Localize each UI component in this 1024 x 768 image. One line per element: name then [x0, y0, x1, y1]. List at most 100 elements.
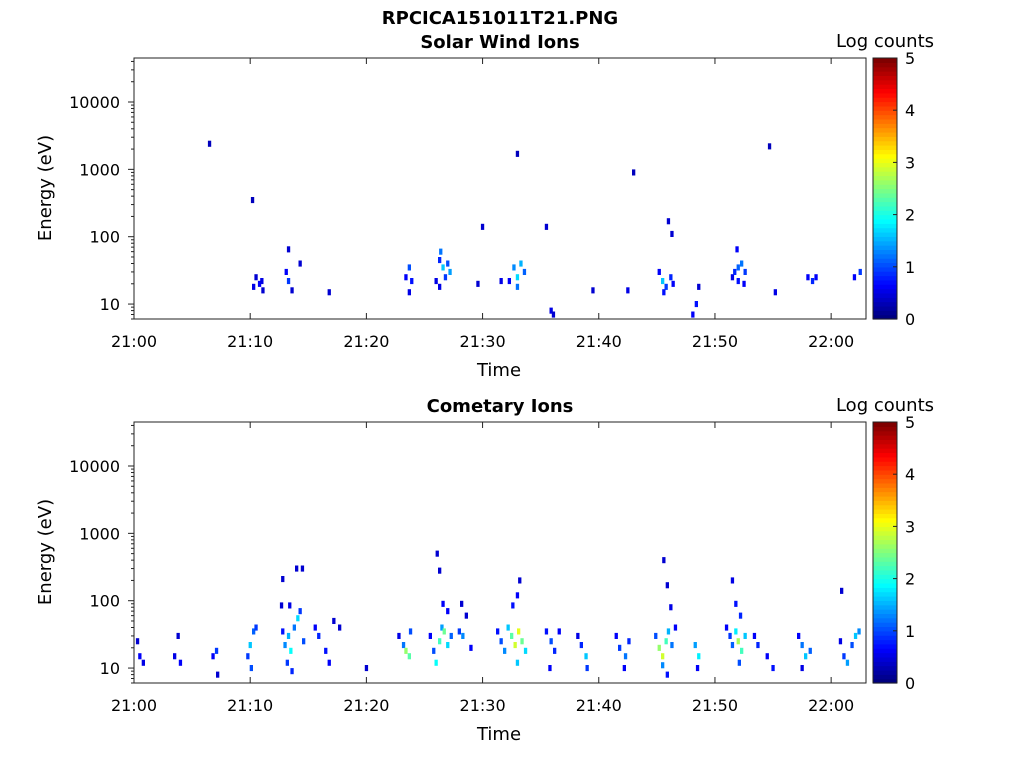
x-tick-label: 21:00: [111, 696, 157, 715]
colorbar-strip: [873, 517, 897, 523]
heatmap-cell: [507, 278, 511, 285]
heatmap-cell: [666, 218, 671, 225]
heatmap-cell: [737, 659, 741, 666]
colorbar-strip: [873, 630, 897, 636]
heatmap-cell: [735, 246, 739, 253]
heatmap-cell: [408, 628, 413, 635]
heatmap-cell: [853, 632, 858, 639]
colorbar-strip: [873, 75, 897, 81]
y-tick-label: 100: [89, 228, 120, 247]
heatmap-cell: [332, 617, 336, 624]
heatmap-cell: [246, 653, 250, 660]
colorbar-strip: [873, 245, 897, 250]
heatmap-cell: [728, 632, 732, 639]
heatmap-cell: [740, 260, 744, 267]
colorbar-strip: [873, 574, 897, 580]
colorbar-strip: [873, 422, 897, 427]
colorbar-strip: [873, 548, 897, 554]
colorbar-strip: [873, 131, 897, 137]
heatmap-cell: [730, 274, 735, 281]
heatmap-cell: [286, 246, 291, 253]
colorbar-strip: [873, 482, 897, 488]
heatmap-cell: [434, 278, 438, 285]
y-axis-label: Energy (eV): [35, 135, 56, 241]
colorbar-strip: [873, 197, 897, 203]
heatmap-cell: [515, 659, 520, 666]
colorbar-strip: [873, 565, 897, 571]
heatmap-cell: [289, 647, 293, 654]
y-tick-label: 10000: [69, 93, 120, 112]
y-tick-label: 100: [89, 592, 120, 611]
y-tick-label: 10000: [69, 457, 120, 476]
panel-solar-wind: Solar Wind Ions Log counts Energy (eV) T…: [35, 31, 934, 381]
colorbar-strip: [873, 158, 897, 163]
colorbar-tick-label: 4: [905, 101, 915, 120]
colorbar-strip: [873, 569, 897, 575]
colorbar-strip: [873, 530, 897, 536]
heatmap-cell: [327, 659, 331, 666]
heatmap-cell: [800, 642, 804, 649]
colorbar-strip: [873, 582, 897, 588]
x-tick-label: 21:30: [460, 696, 506, 715]
colorbar-label: Log counts: [836, 395, 934, 416]
colorbar-strip: [873, 149, 897, 155]
heatmap-cell: [302, 638, 306, 645]
heatmap-cell: [407, 264, 411, 271]
colorbar-strip: [873, 469, 897, 475]
heatmap-cell: [736, 278, 740, 285]
heatmap-cell: [738, 612, 743, 619]
heatmap-cell: [401, 642, 406, 649]
heatmap-cell: [626, 287, 630, 294]
colorbar-strip: [873, 314, 897, 320]
colorbar-tick-label: 5: [905, 49, 915, 68]
colorbar-strip: [873, 279, 897, 285]
colorbar-strip: [873, 232, 897, 237]
heatmap-cell: [300, 565, 305, 572]
heatmap-cell: [724, 624, 729, 631]
y-tick-label: 1000: [79, 160, 120, 179]
heatmap-cell: [845, 659, 850, 666]
heatmap-cell: [632, 169, 636, 176]
colorbar-strip: [873, 310, 897, 316]
panel-title: Solar Wind Ions: [420, 32, 579, 53]
heatmap-cell: [773, 289, 777, 296]
colorbar-strip: [873, 62, 897, 68]
colorbar-strip: [873, 240, 897, 246]
colorbar: 0 1 2 3 4 5: [872, 413, 915, 693]
x-tick-label: 21:40: [576, 332, 622, 351]
colorbar-strip: [873, 236, 897, 242]
heatmap-cell: [669, 604, 673, 611]
heatmap-cell: [797, 632, 801, 639]
heatmap-cell: [515, 150, 520, 157]
colorbar-strip: [873, 543, 897, 549]
colorbar-strip: [873, 271, 897, 277]
colorbar-strip: [873, 218, 897, 224]
colorbar-strip: [873, 88, 897, 94]
heatmap-cell: [657, 268, 661, 275]
heatmap-cell: [736, 264, 740, 271]
heatmap-cell: [434, 659, 438, 666]
heatmap-cell: [584, 653, 588, 660]
heatmap-cell: [438, 567, 442, 574]
colorbar-strip: [873, 110, 897, 116]
heatmap-cell: [432, 647, 436, 654]
heatmap-cell: [627, 638, 631, 645]
figure-title: RPCICA151011T21.PNG: [382, 8, 618, 29]
heatmap-cell: [671, 280, 675, 287]
heatmap-cell: [695, 665, 700, 672]
colorbar-strip: [873, 465, 897, 471]
heatmap-cell: [520, 638, 524, 645]
colorbar-tick-label: 1: [905, 622, 915, 641]
heatmap-cell: [503, 647, 507, 654]
colorbar-strip: [873, 639, 897, 645]
heatmap-cell: [513, 642, 517, 649]
x-tick-label: 21:20: [343, 332, 389, 351]
colorbar-strip: [873, 188, 897, 194]
heatmap-cell: [515, 283, 520, 290]
heatmap-cell: [284, 268, 288, 275]
heatmap-cell: [858, 268, 862, 275]
colorbar-tick-label: 0: [905, 310, 915, 329]
colorbar-strip: [873, 430, 897, 436]
heatmap-cell: [662, 557, 666, 564]
heatmap-cell: [551, 311, 556, 318]
